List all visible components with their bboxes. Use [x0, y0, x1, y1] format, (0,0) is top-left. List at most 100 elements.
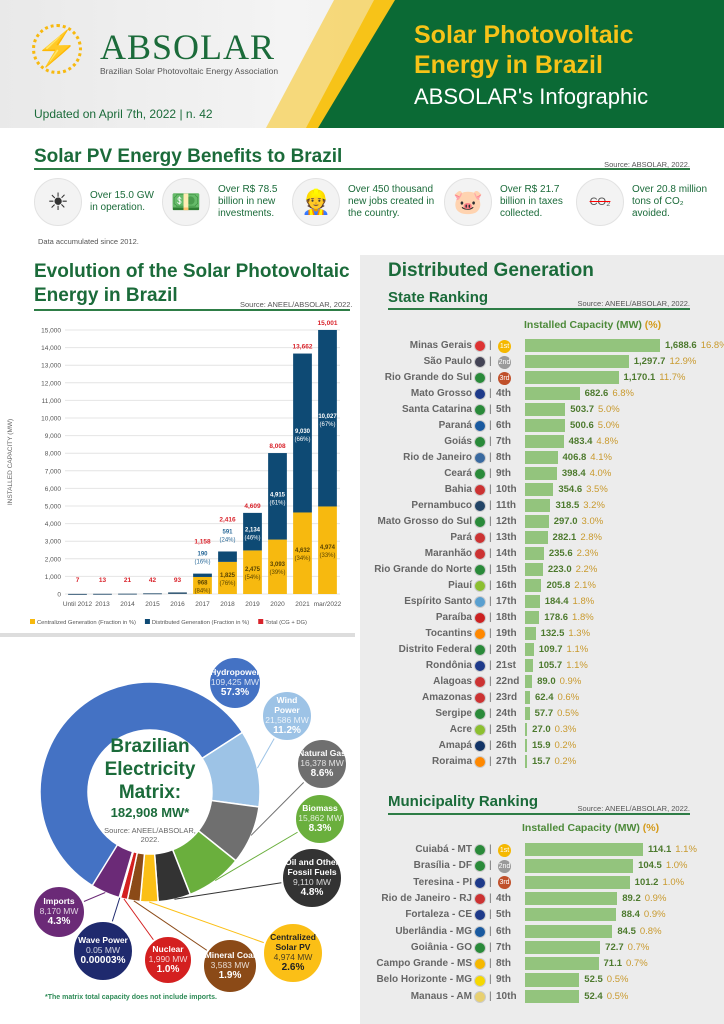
- ranking-value: 1,688.6: [665, 340, 697, 351]
- bar-total: [118, 593, 137, 595]
- matrix-bubble-nuclear: Nuclear 1,990 MW 1.0%: [143, 935, 193, 985]
- slice-name: Imports: [43, 896, 75, 906]
- ranking-value: 88.4: [621, 909, 640, 921]
- ranking-row: Pernambuco | 11th 318.5 3.2%: [360, 498, 724, 513]
- bar-distributed: [318, 329, 337, 507]
- piggy-bank-icon: 🐷: [444, 178, 492, 226]
- ranking-bar: [525, 419, 566, 432]
- slice-name: Biomass: [302, 803, 338, 813]
- y-tick-label: 14,000: [41, 345, 61, 352]
- y-tick-label: 0: [57, 592, 61, 599]
- flag-icon: [474, 844, 486, 857]
- separator: |: [489, 404, 492, 415]
- ranking-value: 27.0: [532, 724, 551, 735]
- y-tick-label: 2,000: [45, 556, 62, 563]
- ranking-row: Goiás | 7th 483.4 4.8%: [360, 434, 724, 449]
- slice-mw: 15,862 MW: [298, 813, 342, 823]
- benefit-text: Over 15.0 GW in operation.: [90, 190, 154, 213]
- legend-swatch: [30, 619, 35, 624]
- ranking-name: Santa Catarina: [401, 404, 472, 415]
- ranking-percent: 3.0%: [581, 516, 604, 527]
- ranking-position: 10th: [496, 484, 517, 495]
- bar-label-centralized: (39%): [269, 570, 285, 576]
- bar-label-distributed: (24%): [219, 537, 235, 543]
- ranking-value: 223.0: [547, 564, 572, 575]
- slice-name: Mineral Coal: [204, 950, 256, 960]
- ranking-bar: [525, 435, 564, 448]
- ranking-bar: [525, 627, 536, 640]
- ranking-position: 24th: [496, 708, 517, 719]
- ranking-bar: [525, 595, 540, 608]
- ranking-name: Ceará: [444, 468, 472, 479]
- ranking-name: Rio Grande do Norte: [374, 564, 472, 575]
- y-axis-label: INSTALLED CAPACITY (MW): [7, 419, 14, 505]
- bar-label-centralized: 968: [197, 580, 208, 586]
- ranking-values: 205.8 2.1%: [546, 578, 595, 593]
- divider: [0, 633, 355, 637]
- ranking-row: Ceará | 9th 398.4 4.0%: [360, 466, 724, 481]
- ranking-row: Goiânia - GO | 7th 72.7 0.7%: [360, 940, 724, 955]
- ranking-value: 52.5: [584, 974, 603, 986]
- installed-capacity-chart: 0 1,000 2,000 3,000 4,000 5,000 6,000 7,000 8,00…: [7, 320, 342, 626]
- ranking-percent: 1.8%: [572, 596, 595, 607]
- bar-label-total: 15,001: [318, 320, 338, 327]
- ranking-values: 178.6 1.8%: [544, 610, 593, 625]
- separator: |: [489, 644, 492, 655]
- bar-centralized: [243, 550, 262, 594]
- ranking-name: Mato Grosso: [410, 388, 472, 399]
- bar-centralized: [268, 539, 287, 594]
- ranking-row: Bahia | 10th 354.6 3.5%: [360, 482, 724, 497]
- ranking-position: 6th: [496, 925, 511, 937]
- separator: |: [489, 676, 492, 687]
- ranking-name: Piauí: [448, 580, 472, 591]
- ranking-values: 1,297.7 12.9%: [634, 354, 697, 369]
- flag-icon: [474, 692, 486, 704]
- pct-heading: (%): [642, 822, 660, 834]
- ranking-values: 72.7 0.7%: [605, 940, 649, 955]
- slice-mw: 16,378 MW: [300, 758, 344, 768]
- bar-label-total: 1,158: [194, 539, 211, 546]
- flag-icon: [474, 925, 486, 938]
- bar-label-centralized: 4,974: [320, 545, 336, 551]
- flag-icon: [474, 468, 486, 480]
- ranking-percent: 2.8%: [580, 532, 602, 543]
- bar-centralized: [193, 576, 212, 594]
- separator: |: [489, 708, 492, 719]
- bar-label-distributed: (16%): [194, 560, 210, 566]
- y-tick-label: 13,000: [41, 363, 61, 370]
- divider: [388, 308, 690, 310]
- benefit-item: 👷 Over 450 thousand new jobs created in t…: [292, 178, 440, 226]
- slice-pct: 4.8%: [300, 887, 324, 898]
- ranking-value: 89.2: [622, 892, 641, 904]
- bar-label-distributed: 9,030: [295, 429, 311, 435]
- bar-label-total: 13,662: [293, 344, 313, 351]
- worker-icon: 👷: [292, 178, 340, 226]
- separator: |: [489, 388, 492, 399]
- matrix-bubble-wind-power: Wind Power 21,586 MW 11.2%: [261, 690, 313, 742]
- ranking-percent: 2.2%: [575, 564, 598, 575]
- bar-label-distributed: 10,027: [318, 414, 337, 420]
- x-tick-label: 2013: [95, 601, 110, 608]
- bar-label-centralized: (34%): [294, 556, 310, 562]
- ranking-values: 62.4 0.6%: [535, 690, 579, 705]
- ranking-row: Piauí | 16th 205.8 2.1%: [360, 578, 724, 593]
- updated-date: Updated on April 7th, 2022 | n. 42: [34, 107, 213, 121]
- separator: |: [489, 484, 492, 495]
- y-tick-label: 3,000: [45, 539, 62, 546]
- divider: [34, 168, 690, 170]
- matrix-source: Source: ANEEL/ABSOLAR, 2022.: [104, 826, 196, 844]
- ranking-values: 109.7 1.1%: [539, 642, 588, 657]
- ranking-name: Belo Horizonte - MG: [376, 974, 472, 986]
- ranking-bar: [525, 579, 542, 592]
- ranking-bar: [525, 755, 527, 768]
- ranking-values: 483.4 4.8%: [569, 434, 618, 449]
- ranking-bar: [525, 675, 533, 688]
- ranking-position: 25th: [496, 724, 517, 735]
- x-tick-label: 2015: [145, 601, 160, 608]
- ranking-row: Roraima | 27th 15.7 0.2%: [360, 754, 724, 769]
- ranking-row: Brasília - DF | 2nd 104.5 1.0%: [360, 858, 724, 873]
- slice-name: Wind Power: [274, 695, 300, 715]
- flag-icon: [474, 990, 486, 1003]
- slice-name: Natural Gas: [298, 748, 346, 758]
- ranking-row: Tocantins | 19th 132.5 1.3%: [360, 626, 724, 641]
